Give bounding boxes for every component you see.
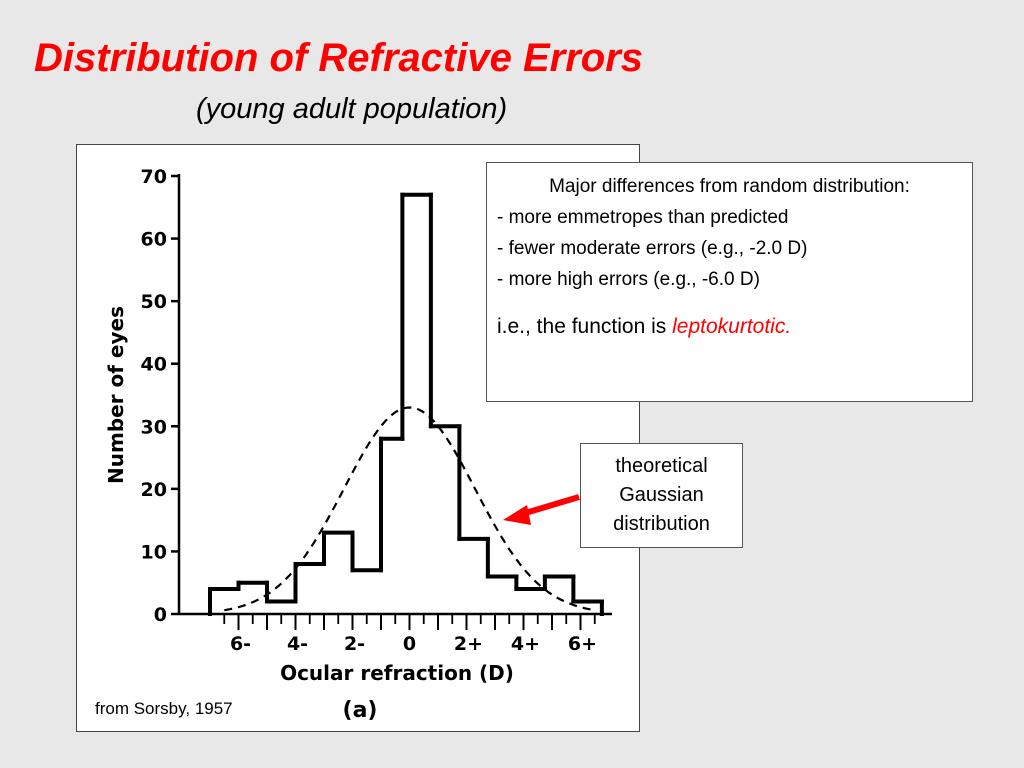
y-tick-label: 30 <box>141 416 167 438</box>
y-tick-label: 10 <box>141 541 167 563</box>
chart-labels: 0 10 20 30 40 50 60 70 6- 4- 2- 0 2+ 4+ 6+ Number of ey… <box>104 166 597 723</box>
y-tick-label: 20 <box>141 479 167 501</box>
x-tick-label: 4+ <box>511 633 540 655</box>
histogram-bars <box>208 192 604 616</box>
x-tick-label: 6- <box>230 633 251 655</box>
gaussian-curve <box>224 406 595 612</box>
gaussian-label-line: Gaussian <box>619 484 704 506</box>
y-tick-label: 40 <box>141 354 167 376</box>
y-tick-label: 0 <box>154 604 167 626</box>
x-tick-label: 0 <box>403 633 416 655</box>
y-tick-label: 60 <box>141 229 167 251</box>
gaussian-label-box: theoretical Gaussian distribution <box>580 443 743 548</box>
notes-point: - more high errors (e.g., -6.0 D) <box>497 269 760 290</box>
conclusion-text: i.e., the function is <box>497 315 673 338</box>
x-tick-label: 2- <box>344 633 365 655</box>
y-tick-label: 70 <box>141 166 167 188</box>
gaussian-label-line: theoretical <box>615 455 708 477</box>
histogram-chart: 0 10 20 30 40 50 60 70 6- 4- 2- 0 2+ 4+ 6+ Number of ey… <box>104 166 612 723</box>
chart-axes <box>171 174 612 630</box>
notes-box: Major differences from random distributi… <box>486 162 973 402</box>
notes-heading: Major differences from random distributi… <box>549 176 910 197</box>
notes-point: - fewer moderate errors (e.g., -2.0 D) <box>497 238 808 259</box>
notes-conclusion: i.e., the function is leptokurtotic. <box>497 311 962 342</box>
slide-title: Distribution of Refractive Errors <box>34 36 644 80</box>
panel-label: (a) <box>343 698 378 723</box>
conclusion-highlight: leptokurtotic. <box>672 315 792 338</box>
x-axis-title: Ocular refraction (D) <box>280 661 514 685</box>
slide-subtitle: (young adult population) <box>196 93 508 125</box>
gaussian-curve-layer <box>224 406 595 612</box>
source-citation: from Sorsby, 1957 <box>95 699 233 718</box>
x-tick-label: 4- <box>287 633 308 655</box>
notes-point: - more emmetropes than predicted <box>497 207 789 228</box>
y-axis-title: Number of eyes <box>104 306 128 484</box>
y-tick-label: 50 <box>141 291 167 313</box>
gaussian-label-line: distribution <box>613 513 710 535</box>
x-tick-label: 2+ <box>454 633 483 655</box>
x-tick-label: 6+ <box>568 633 597 655</box>
